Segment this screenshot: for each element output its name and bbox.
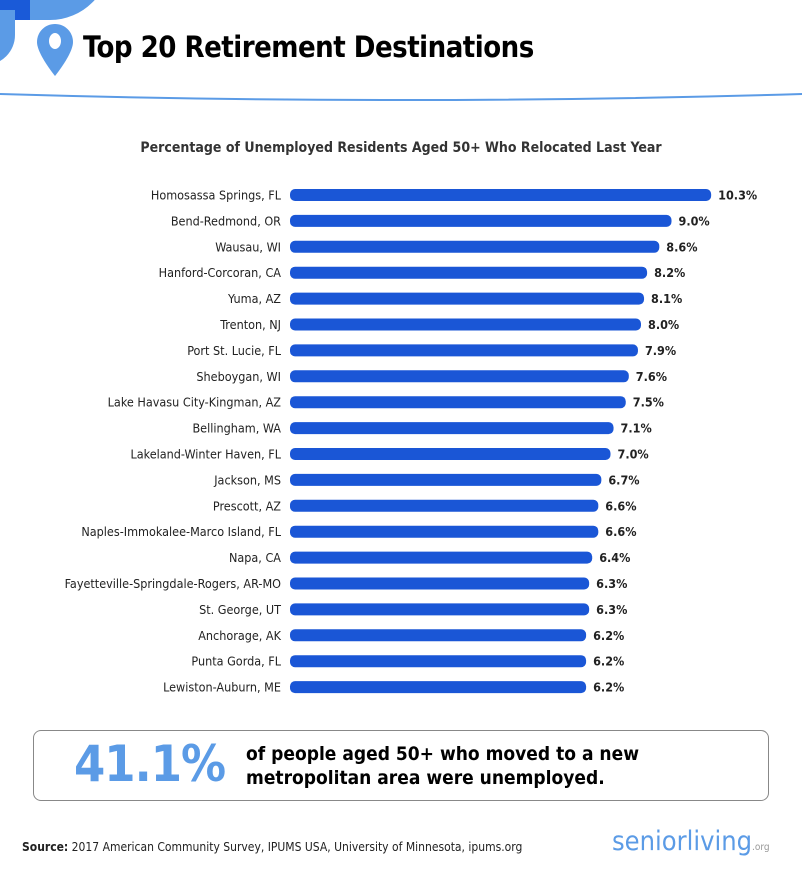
category-label: Jackson, MS (213, 472, 281, 487)
category-label: Lake Havasu City-Kingman, AZ (108, 395, 282, 410)
category-label: Anchorage, AK (198, 628, 281, 643)
bar (290, 473, 602, 486)
category-label: Naples-Immokalee-Marco Island, FL (81, 524, 281, 539)
bar (290, 266, 648, 279)
bar (290, 214, 672, 227)
data-label: 10.3% (718, 188, 757, 203)
bar (290, 681, 587, 694)
data-label: 8.6% (666, 239, 697, 254)
logo-tld: .org (752, 842, 770, 853)
data-label: 7.0% (618, 447, 649, 462)
category-label: Yuma, AZ (227, 291, 281, 306)
bar (290, 422, 614, 435)
source-text: 2017 American Community Survey, IPUMS US… (68, 840, 523, 854)
bar (290, 370, 629, 383)
category-label: Homosassa Springs, FL (151, 188, 282, 203)
category-label: Trenton, NJ (219, 317, 281, 332)
category-label: Prescott, AZ (213, 498, 281, 513)
data-label: 9.0% (679, 213, 710, 228)
bar (290, 655, 587, 668)
data-label: 7.1% (621, 421, 652, 436)
category-label: Sheboygan, WI (196, 369, 281, 384)
data-label: 7.9% (645, 343, 676, 358)
bar (290, 189, 712, 201)
data-label: 8.0% (648, 317, 679, 332)
logo: seniorliving.org (612, 826, 770, 857)
bar (290, 629, 587, 642)
bar (290, 577, 590, 590)
category-label: Hanford-Corcoran, CA (159, 265, 282, 280)
bar (290, 318, 641, 331)
data-label: 6.3% (596, 576, 627, 591)
map-pin-icon (37, 24, 73, 76)
data-label: 6.7% (608, 472, 639, 487)
category-label: Port St. Lucie, FL (187, 343, 282, 358)
bar (290, 525, 599, 538)
callout-box: 41.1% of people aged 50+ who moved to a … (33, 730, 769, 801)
bar (290, 551, 593, 564)
data-label: 8.1% (651, 291, 682, 306)
data-label: 6.6% (605, 498, 636, 513)
category-label: Lakeland-Winter Haven, FL (130, 447, 281, 462)
data-label: 6.4% (599, 550, 630, 565)
data-label: 8.2% (654, 265, 685, 280)
category-label: Lewiston-Auburn, ME (163, 680, 281, 695)
data-label: 6.2% (593, 654, 624, 669)
bar (290, 344, 638, 357)
data-label: 7.5% (633, 395, 664, 410)
category-label: Fayetteville-Springdale-Rogers, AR-MO (65, 576, 282, 591)
source-note: Source: 2017 American Community Survey, … (22, 840, 522, 854)
source-label: Source: (22, 840, 69, 854)
category-label: Punta Gorda, FL (191, 654, 281, 669)
bar (290, 396, 626, 409)
bar (290, 499, 599, 512)
bar (290, 240, 660, 253)
category-label: St. George, UT (199, 602, 281, 617)
data-label: 6.3% (596, 602, 627, 617)
data-label: 7.6% (636, 369, 667, 384)
divider (0, 93, 802, 101)
bar (290, 603, 590, 616)
bar-chart: Homosassa Springs, FL 10.3% Bend-Redmond, … (65, 188, 758, 695)
category-label: Napa, CA (229, 550, 281, 565)
data-label: 6.2% (593, 680, 624, 695)
category-label: Wausau, WI (215, 239, 281, 254)
category-label: Bend-Redmond, OR (171, 213, 281, 228)
bar (290, 448, 611, 460)
data-label: 6.6% (605, 524, 636, 539)
callout-text: of people aged 50+ who moved to a new me… (246, 743, 639, 789)
bar (290, 292, 645, 305)
data-label: 6.2% (593, 628, 624, 643)
callout-stat: 41.1% (74, 735, 226, 793)
page-title: Top 20 Retirement Destinations (83, 30, 534, 64)
chart-title: Percentage of Unemployed Residents Aged … (140, 140, 662, 156)
category-label: Bellingham, WA (192, 421, 281, 436)
logo-name: seniorliving (612, 826, 753, 857)
